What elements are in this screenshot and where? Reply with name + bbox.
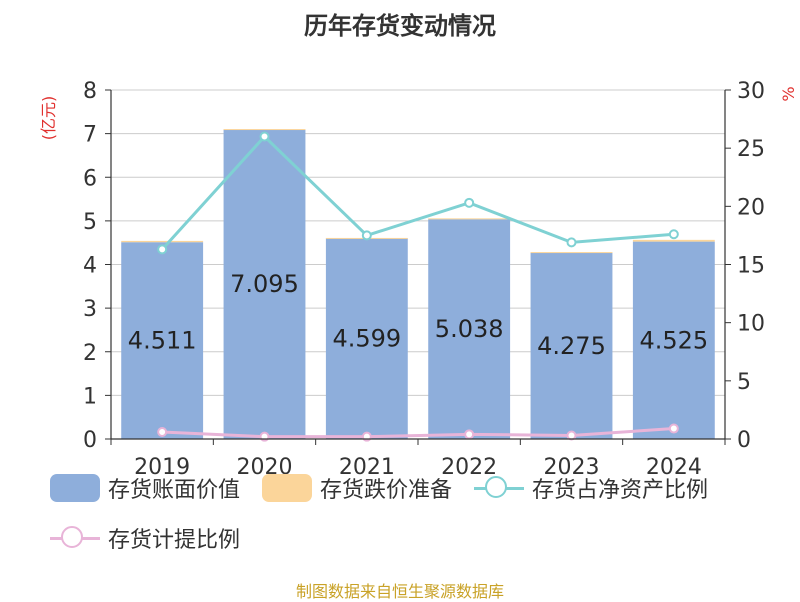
point-net-asset-ratio [259, 131, 270, 142]
legend-swatch-provision-ratio [50, 524, 100, 552]
y-left-tick-label: 8 [83, 79, 97, 104]
legend-label-provision-ratio: 存货计提比例 [108, 528, 241, 553]
legend-item-impairment[interactable]: 存货跌价准备 [262, 470, 452, 506]
bar-book-value [428, 219, 511, 439]
y-left-tick-label: 7 [83, 123, 97, 148]
y-left-tick-label: 2 [83, 341, 97, 366]
legend-label-book-value: 存货账面价值 [108, 478, 241, 503]
x-tick-label: 2021 [339, 455, 395, 480]
line-layer [157, 131, 679, 442]
label-layer: 4.511 7.095 4.599 5.038 4.275 4.525 [128, 270, 708, 360]
point-net-asset-ratio [668, 229, 679, 240]
bar-value-label: 4.511 [128, 327, 197, 355]
legend-item-net-asset-ratio[interactable]: 存货占净资产比例 [474, 470, 708, 506]
y-right-tick-label: 0 [737, 428, 751, 453]
y-right-tick-label: 10 [737, 312, 765, 337]
legend-label-impairment: 存货跌价准备 [320, 478, 453, 503]
y-left-tick-label: 0 [83, 428, 97, 453]
legend-item-book-value[interactable]: 存货账面价值 [50, 470, 240, 506]
point-net-asset-ratio [566, 237, 577, 248]
bar-impairment [428, 218, 511, 220]
bar-book-value [121, 242, 204, 439]
y-right-tick-label: 20 [737, 195, 765, 220]
bar-layer [121, 129, 715, 439]
point-provision-ratio [157, 427, 168, 438]
source-note: 制图数据来自恒生聚源数据库 [295, 582, 504, 601]
legend-swatch-impairment [262, 474, 313, 502]
bar-value-label: 4.599 [332, 325, 401, 353]
x-tick-label: 2024 [646, 455, 702, 480]
bar-impairment [530, 252, 613, 254]
point-net-asset-ratio [361, 230, 372, 241]
bar-book-value [325, 238, 408, 439]
legend-label-net-asset-ratio: 存货占净资产比例 [532, 478, 709, 503]
y-left-tick-label: 3 [83, 297, 97, 322]
legend-swatch-net-asset-ratio [474, 474, 525, 502]
bar-impairment [632, 239, 715, 242]
y-right-axis-label: % [779, 86, 798, 101]
legend-item-provision-ratio[interactable]: 存货计提比例 [50, 520, 240, 556]
legend: 存货账面价值 存货跌价准备 存货占净资产比例 存货计提比例 [50, 470, 790, 556]
y-left-tick-label: 4 [83, 254, 97, 279]
bar-value-label: 4.275 [537, 332, 606, 360]
bar-impairment [121, 240, 204, 243]
point-provision-ratio [668, 423, 679, 434]
bar-impairment [223, 129, 306, 131]
y-right-tick-label: 15 [737, 254, 765, 279]
bar-value-label: 5.038 [435, 315, 504, 343]
line-provision-ratio [162, 427, 674, 439]
y-right-tick-label: 25 [737, 137, 765, 162]
x-tick-label: 2022 [441, 455, 497, 480]
legend-swatch-book-value [50, 474, 100, 502]
point-provision-ratio [566, 430, 577, 441]
y-left-tick-label: 5 [83, 210, 97, 235]
y-left-axis-label: (亿元) [39, 96, 58, 141]
point-net-asset-ratio [464, 197, 475, 208]
line-net-asset-ratio [161, 134, 674, 251]
bar-value-label: 4.525 [639, 326, 708, 354]
point-net-asset-ratio [157, 244, 168, 255]
y-right-tick-label: 30 [737, 79, 765, 104]
bar-book-value [632, 241, 715, 439]
y-left-tick-label: 6 [83, 166, 97, 191]
bar-book-value [223, 129, 306, 439]
y-left-tick-label: 1 [83, 384, 97, 409]
x-tick-label: 2023 [544, 455, 600, 480]
y-right-tick-label: 5 [737, 370, 751, 395]
x-tick-label: 2019 [134, 455, 190, 480]
chart-title: 历年存货变动情况 [304, 12, 496, 40]
bar-value-label: 7.095 [230, 270, 299, 298]
bar-book-value [530, 252, 613, 439]
point-provision-ratio [464, 429, 475, 440]
